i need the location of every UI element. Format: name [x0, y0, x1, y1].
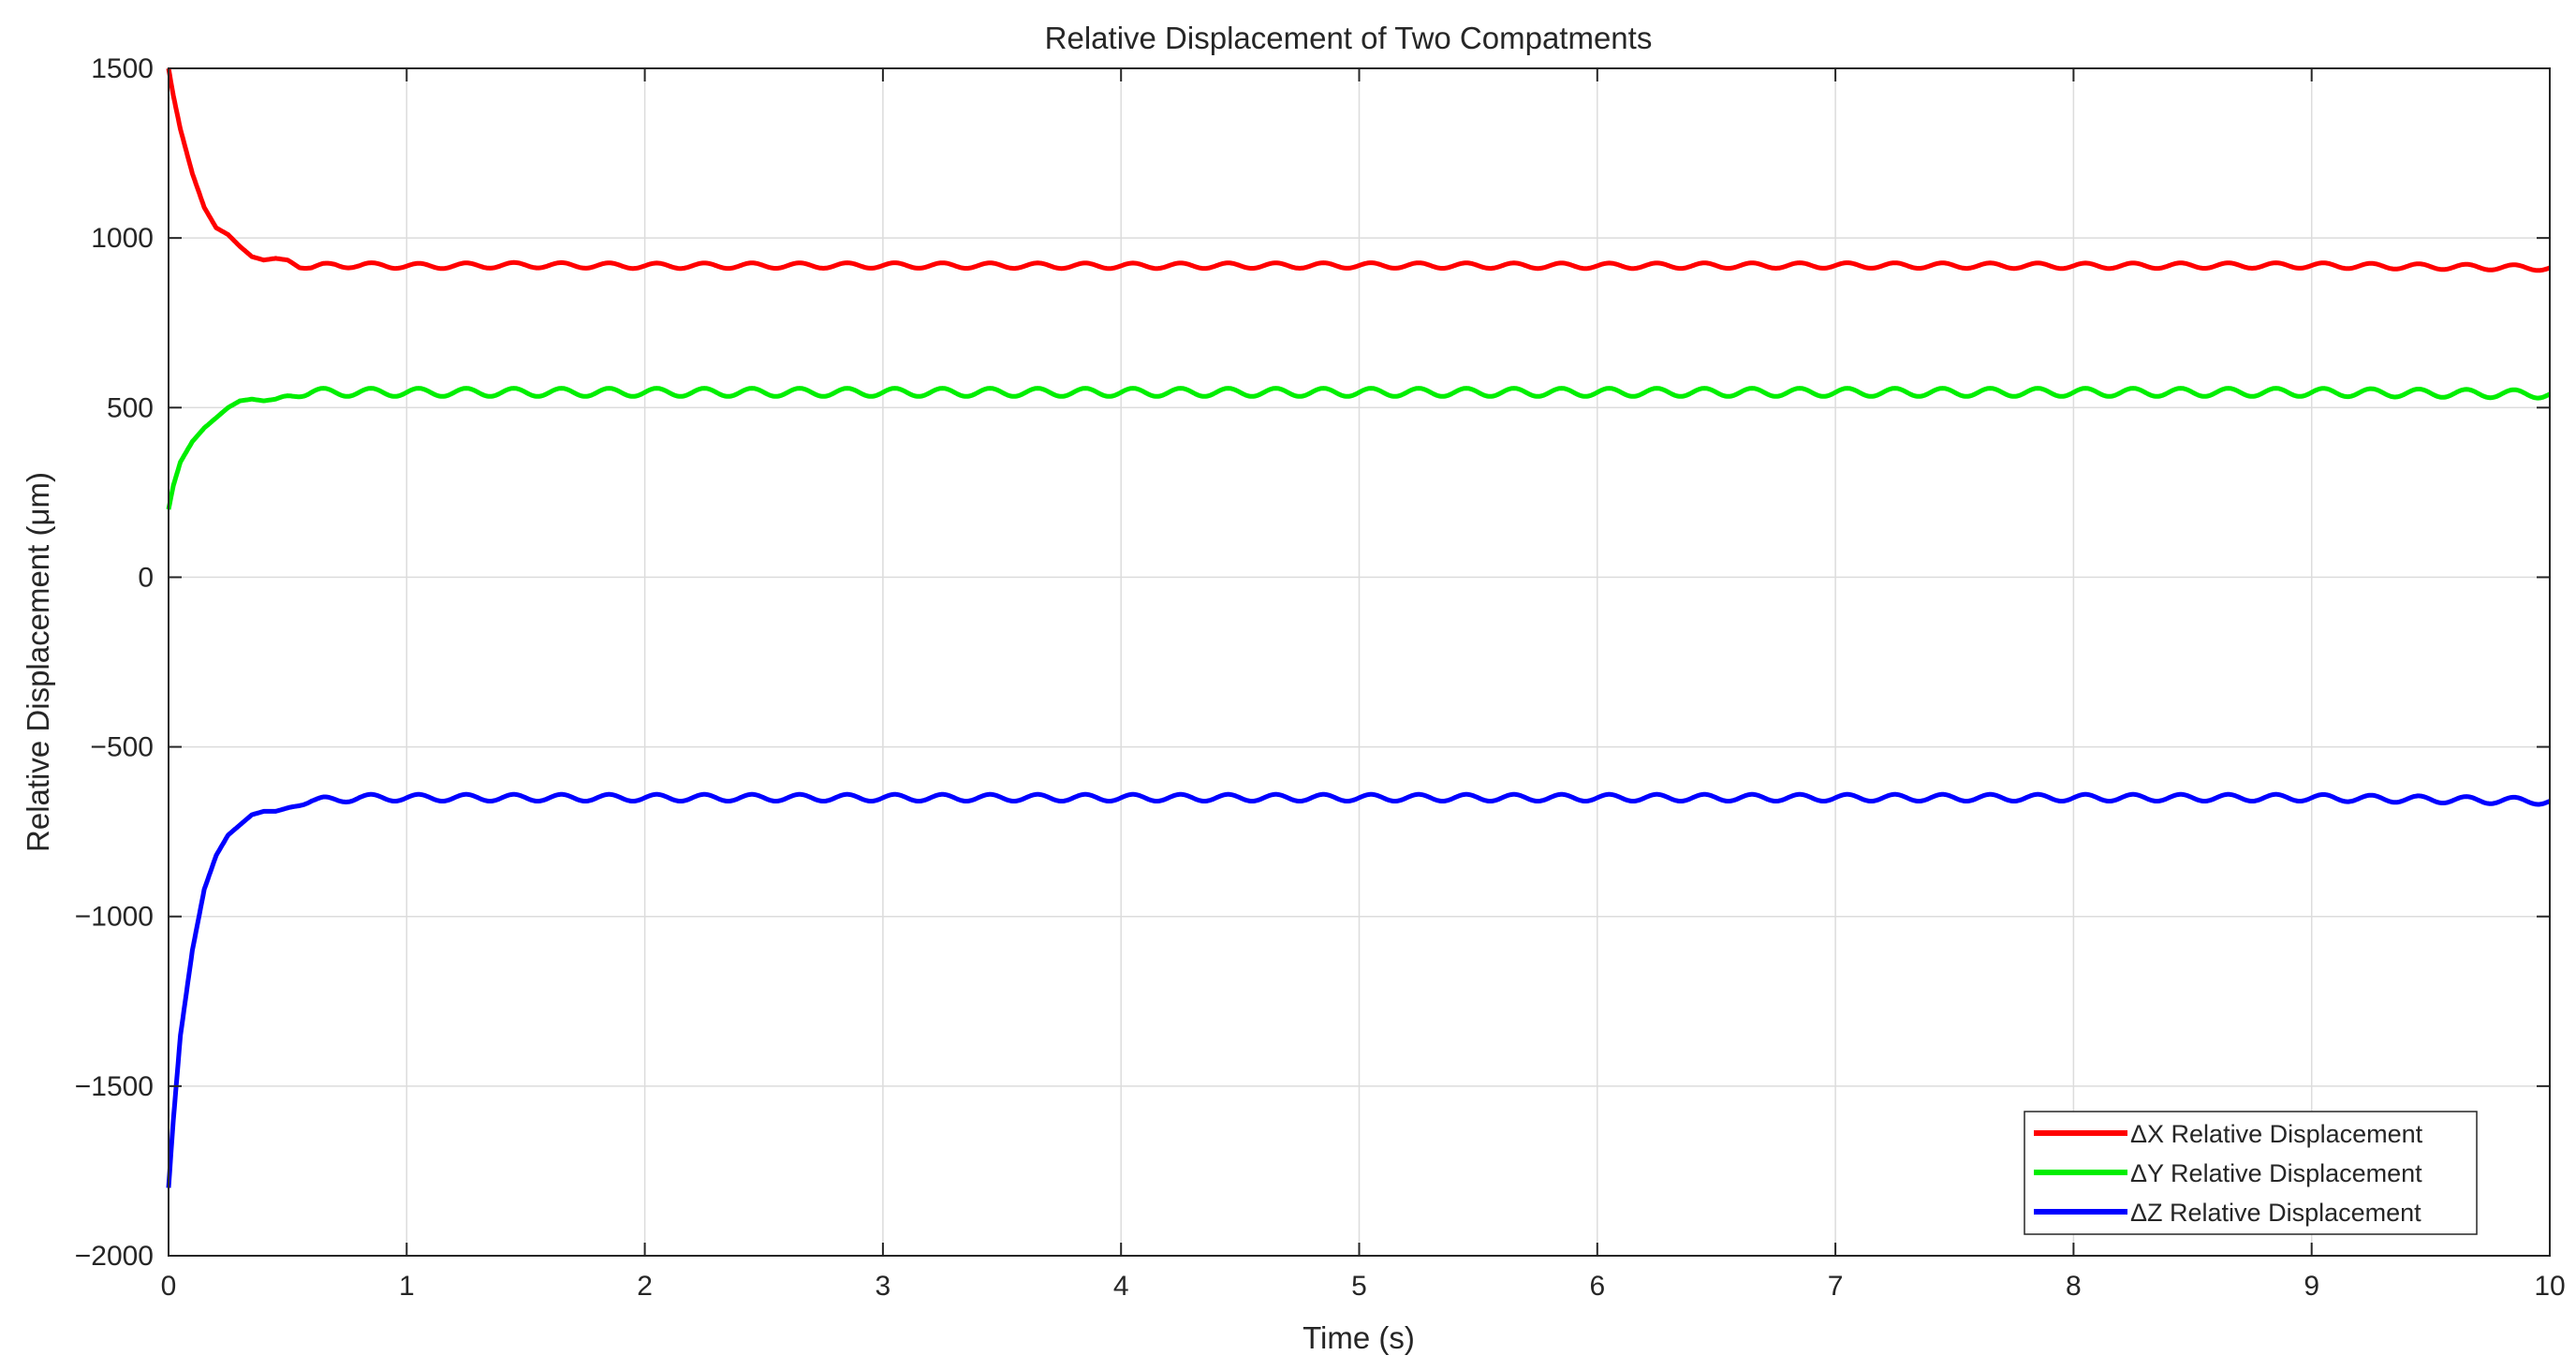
y-tick-label: −1000 — [75, 902, 154, 933]
y-axis-label: Relative Displacement (μm) — [21, 472, 55, 852]
tick-marks — [168, 67, 2551, 1257]
x-tick-label: 9 — [2304, 1271, 2319, 1302]
y-tick-label: −500 — [90, 732, 154, 763]
x-tick-label: 8 — [2066, 1271, 2082, 1302]
series-layer — [166, 67, 2552, 1188]
x-tick-label: 10 — [2534, 1271, 2565, 1302]
chart-title: Relative Displacement of Two Compatments — [1045, 21, 1653, 55]
y-tick-label: 1000 — [91, 223, 154, 254]
series-line-dy — [166, 386, 2552, 510]
y-tick-labels: −2000 −1500 −1000 −500 0 500 1000 1500 — [75, 53, 154, 1272]
x-tick-label: 5 — [1351, 1271, 1367, 1302]
legend-label-dz: ΔZ Relative Displacement — [2130, 1199, 2421, 1227]
legend: ΔX Relative Displacement ΔY Relative Dis… — [2024, 1111, 2478, 1235]
series-line-dz — [166, 791, 2552, 1188]
legend-label-dy: ΔY Relative Displacement — [2130, 1159, 2422, 1187]
x-tick-label: 4 — [1113, 1271, 1129, 1302]
x-tick-label: 7 — [1828, 1271, 1844, 1302]
y-tick-label: 0 — [138, 562, 154, 593]
y-tick-label: 1500 — [91, 53, 154, 84]
x-tick-labels: 0 1 2 3 4 5 6 7 8 9 10 — [161, 1271, 2566, 1302]
x-tick-label: 0 — [161, 1271, 177, 1302]
legend-label-dx: ΔX Relative Displacement — [2130, 1120, 2423, 1148]
series-line-dx — [166, 67, 2552, 273]
x-axis-label: Time (s) — [1303, 1320, 1415, 1355]
x-tick-label: 2 — [637, 1271, 653, 1302]
y-tick-label: −1500 — [75, 1071, 154, 1102]
y-tick-label: 500 — [107, 392, 154, 423]
x-tick-label: 1 — [399, 1271, 415, 1302]
plot-area — [166, 67, 2552, 1257]
x-tick-label: 6 — [1589, 1271, 1605, 1302]
y-tick-label: −2000 — [75, 1241, 154, 1272]
x-tick-label: 3 — [876, 1271, 891, 1302]
